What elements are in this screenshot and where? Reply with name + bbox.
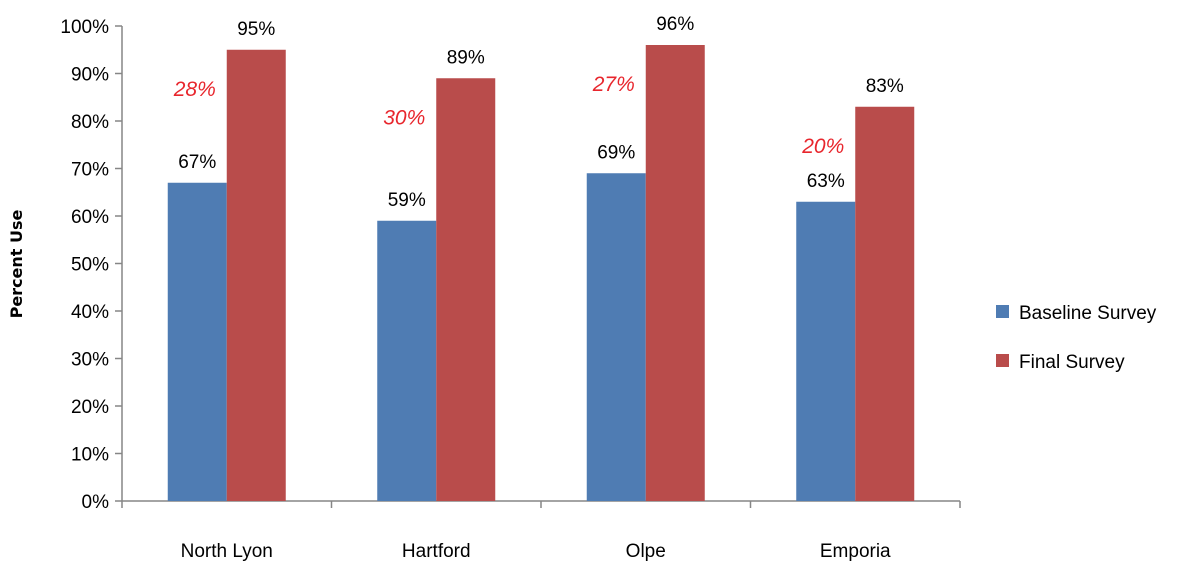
y-axis-label: Percent Use	[7, 209, 26, 318]
y-tick-label: 10%	[71, 445, 109, 466]
bar-baseline	[377, 220, 437, 501]
bars-group	[167, 45, 915, 501]
data-label: 59%	[388, 190, 426, 211]
bar-baseline	[586, 173, 646, 501]
x-category-label: Olpe	[626, 541, 666, 562]
data-label: 63%	[807, 171, 845, 192]
bar-final	[645, 45, 705, 501]
y-tick-label: 20%	[71, 397, 109, 418]
data-label: 69%	[597, 142, 635, 163]
data-label: 89%	[447, 47, 485, 68]
y-tick-label: 90%	[71, 65, 109, 86]
bar-final	[855, 106, 915, 501]
change-annotation: 28%	[173, 78, 216, 101]
data-label: 95%	[237, 19, 275, 40]
data-label: 67%	[178, 152, 216, 173]
y-tick-label: 30%	[71, 350, 109, 371]
y-tick-label: 40%	[71, 302, 109, 323]
legend-label: Baseline Survey	[1019, 303, 1157, 324]
data-label: 96%	[656, 14, 694, 35]
legend-label: Final Survey	[1019, 352, 1125, 373]
y-tick-label: 60%	[71, 207, 109, 228]
x-category-label: Hartford	[402, 541, 471, 562]
change-annotation: 30%	[383, 106, 425, 129]
labels-group: 67% 95% 28% North Lyon 59% 89% 30% Hartford 69% 9…	[173, 14, 904, 562]
data-label: 83%	[866, 76, 904, 97]
legend-swatch	[996, 354, 1009, 367]
y-tick-label: 0%	[82, 492, 110, 513]
change-annotation: 27%	[592, 73, 635, 96]
x-category-label: Emporia	[820, 541, 891, 562]
bar-baseline	[796, 201, 856, 501]
bar-final	[226, 49, 286, 501]
change-annotation: 20%	[801, 135, 844, 158]
bar-final	[436, 78, 496, 501]
x-category-label: North Lyon	[181, 541, 273, 562]
legend-swatch	[996, 305, 1009, 318]
y-tick-label: 50%	[71, 255, 109, 276]
y-tick-label: 100%	[60, 17, 109, 38]
y-tick-label: 80%	[71, 112, 109, 133]
bar-baseline	[167, 182, 227, 501]
legend: Baseline Survey Final Survey	[996, 303, 1157, 373]
axes: 0% 10% 20% 30% 40% 50% 60% 70% 80% 90% 100% Percent…	[7, 17, 961, 513]
y-tick-label: 70%	[71, 160, 109, 181]
